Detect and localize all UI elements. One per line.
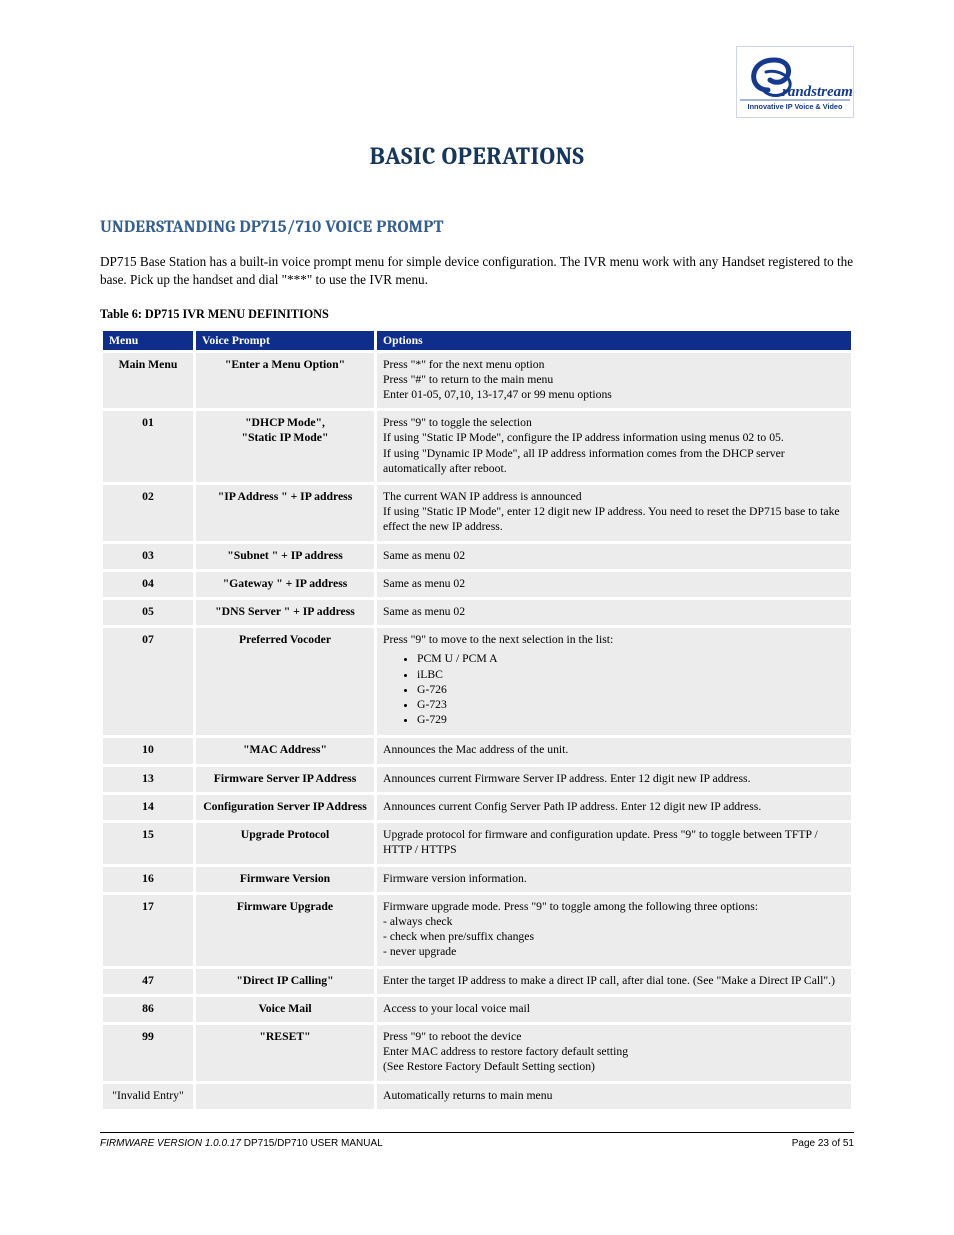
- cell-prompt: "DHCP Mode","Static IP Mode": [196, 411, 374, 482]
- table-header-row: Menu Voice Prompt Options: [103, 331, 851, 350]
- cell-prompt: "Direct IP Calling": [196, 969, 374, 994]
- footer-left: FIRMWARE VERSION 1.0.0.17 DP715/DP710 US…: [100, 1137, 383, 1151]
- cell-menu: 47: [103, 969, 193, 994]
- cell-menu: 04: [103, 572, 193, 597]
- svg-text:randstream: randstream: [782, 84, 853, 100]
- cell-menu: 07: [103, 628, 193, 735]
- list-item: PCM U / PCM A: [417, 651, 845, 666]
- table-caption: Table 6: DP715 IVR MENU DEFINITIONS: [100, 307, 854, 322]
- footer-doc-title: DP715/DP710 USER MANUAL: [241, 1138, 383, 1149]
- cell-prompt: Firmware Version: [196, 867, 374, 892]
- brand-logo: randstream Innovative IP Voice & Video: [736, 46, 854, 118]
- cell-menu: 01: [103, 411, 193, 482]
- table-row: 14Configuration Server IP AddressAnnounc…: [103, 795, 851, 820]
- table-row: 05"DNS Server " + IP addressSame as menu…: [103, 600, 851, 625]
- intro-paragraph: DP715 Base Station has a built-in voice …: [100, 253, 854, 289]
- cell-menu: 02: [103, 485, 193, 541]
- cell-prompt: Firmware Server IP Address: [196, 767, 374, 792]
- ivr-menu-table: Menu Voice Prompt Options Main Menu"Ente…: [100, 328, 854, 1112]
- cell-menu: "Invalid Entry": [103, 1084, 193, 1109]
- table-body: Main Menu"Enter a Menu Option"Press "*" …: [103, 353, 851, 1109]
- table-row: 02"IP Address " + IP addressThe current …: [103, 485, 851, 541]
- cell-options: Announces current Firmware Server IP add…: [377, 767, 851, 792]
- cell-menu: 10: [103, 738, 193, 763]
- col-header-options: Options: [377, 331, 851, 350]
- cell-prompt: Voice Mail: [196, 997, 374, 1022]
- cell-options: Press "9" to move to the next selection …: [377, 628, 851, 735]
- cell-menu: 17: [103, 895, 193, 966]
- footer-firmware: FIRMWARE VERSION 1.0.0.17: [100, 1138, 241, 1149]
- cell-prompt: "MAC Address": [196, 738, 374, 763]
- table-row: 10"MAC Address"Announces the Mac address…: [103, 738, 851, 763]
- cell-prompt: "DNS Server " + IP address: [196, 600, 374, 625]
- cell-prompt: "Subnet " + IP address: [196, 544, 374, 569]
- cell-prompt: "Enter a Menu Option": [196, 353, 374, 409]
- cell-prompt: Upgrade Protocol: [196, 823, 374, 863]
- col-header-menu: Menu: [103, 331, 193, 350]
- cell-menu: 05: [103, 600, 193, 625]
- cell-prompt: Configuration Server IP Address: [196, 795, 374, 820]
- cell-options: The current WAN IP address is announcedI…: [377, 485, 851, 541]
- cell-menu: 99: [103, 1025, 193, 1081]
- cell-menu: 14: [103, 795, 193, 820]
- grandstream-logo-svg: randstream Innovative IP Voice & Video: [736, 46, 854, 118]
- cell-prompt: Preferred Vocoder: [196, 628, 374, 735]
- cell-options: Same as menu 02: [377, 544, 851, 569]
- cell-options: Announces current Config Server Path IP …: [377, 795, 851, 820]
- page-root: randstream Innovative IP Voice & Video B…: [0, 0, 954, 1170]
- cell-menu: 03: [103, 544, 193, 569]
- list-item: G-726: [417, 682, 845, 697]
- cell-prompt: "IP Address " + IP address: [196, 485, 374, 541]
- table-row: 17Firmware UpgradeFirmware upgrade mode.…: [103, 895, 851, 966]
- cell-options: Automatically returns to main menu: [377, 1084, 851, 1109]
- cell-options: Firmware version information.: [377, 867, 851, 892]
- section-heading: UNDERSTANDING DP715/710 VOICE PROMPT: [100, 218, 854, 237]
- cell-options: Press "*" for the next menu optionPress …: [377, 353, 851, 409]
- cell-prompt: "Gateway " + IP address: [196, 572, 374, 597]
- cell-options: Access to your local voice mail: [377, 997, 851, 1022]
- table-row: 47"Direct IP Calling"Enter the target IP…: [103, 969, 851, 994]
- cell-menu: 16: [103, 867, 193, 892]
- col-header-prompt: Voice Prompt: [196, 331, 374, 350]
- table-row: 07Preferred VocoderPress "9" to move to …: [103, 628, 851, 735]
- cell-menu: 13: [103, 767, 193, 792]
- cell-menu: Main Menu: [103, 353, 193, 409]
- cell-options: Same as menu 02: [377, 600, 851, 625]
- cell-options: Same as menu 02: [377, 572, 851, 597]
- list-item: G-723: [417, 697, 845, 712]
- table-row: 86Voice MailAccess to your local voice m…: [103, 997, 851, 1022]
- cell-menu: 86: [103, 997, 193, 1022]
- page-footer: FIRMWARE VERSION 1.0.0.17 DP715/DP710 US…: [100, 1132, 854, 1151]
- footer-page-number: Page 23 of 51: [792, 1137, 854, 1151]
- table-row: 15Upgrade ProtocolUpgrade protocol for f…: [103, 823, 851, 863]
- cell-options: Firmware upgrade mode. Press "9" to togg…: [377, 895, 851, 966]
- svg-text:Innovative IP Voice & Video: Innovative IP Voice & Video: [748, 102, 843, 111]
- cell-options: Announces the Mac address of the unit.: [377, 738, 851, 763]
- cell-prompt: "RESET": [196, 1025, 374, 1081]
- list-item: iLBC: [417, 667, 845, 682]
- cell-options: Upgrade protocol for firmware and config…: [377, 823, 851, 863]
- table-row: 99"RESET"Press "9" to reboot the deviceE…: [103, 1025, 851, 1081]
- cell-options: Enter the target IP address to make a di…: [377, 969, 851, 994]
- table-row: Main Menu"Enter a Menu Option"Press "*" …: [103, 353, 851, 409]
- footer-right: Page 23 of 51: [792, 1137, 854, 1151]
- cell-prompt: Firmware Upgrade: [196, 895, 374, 966]
- table-row: 01"DHCP Mode","Static IP Mode"Press "9" …: [103, 411, 851, 482]
- table-row: 13Firmware Server IP AddressAnnounces cu…: [103, 767, 851, 792]
- cell-options: Press "9" to toggle the selectionIf usin…: [377, 411, 851, 482]
- list-item: G-729: [417, 712, 845, 727]
- cell-menu: 15: [103, 823, 193, 863]
- table-row: 16Firmware VersionFirmware version infor…: [103, 867, 851, 892]
- options-bullet-list: PCM U / PCM AiLBCG-726G-723G-729: [383, 651, 845, 727]
- table-row: 04"Gateway " + IP addressSame as menu 02: [103, 572, 851, 597]
- cell-options: Press "9" to reboot the deviceEnter MAC …: [377, 1025, 851, 1081]
- page-title: BASIC OPERATIONS: [100, 142, 854, 170]
- table-row: 03"Subnet " + IP addressSame as menu 02: [103, 544, 851, 569]
- cell-prompt: [196, 1084, 374, 1109]
- table-row: "Invalid Entry" Automatically returns to …: [103, 1084, 851, 1109]
